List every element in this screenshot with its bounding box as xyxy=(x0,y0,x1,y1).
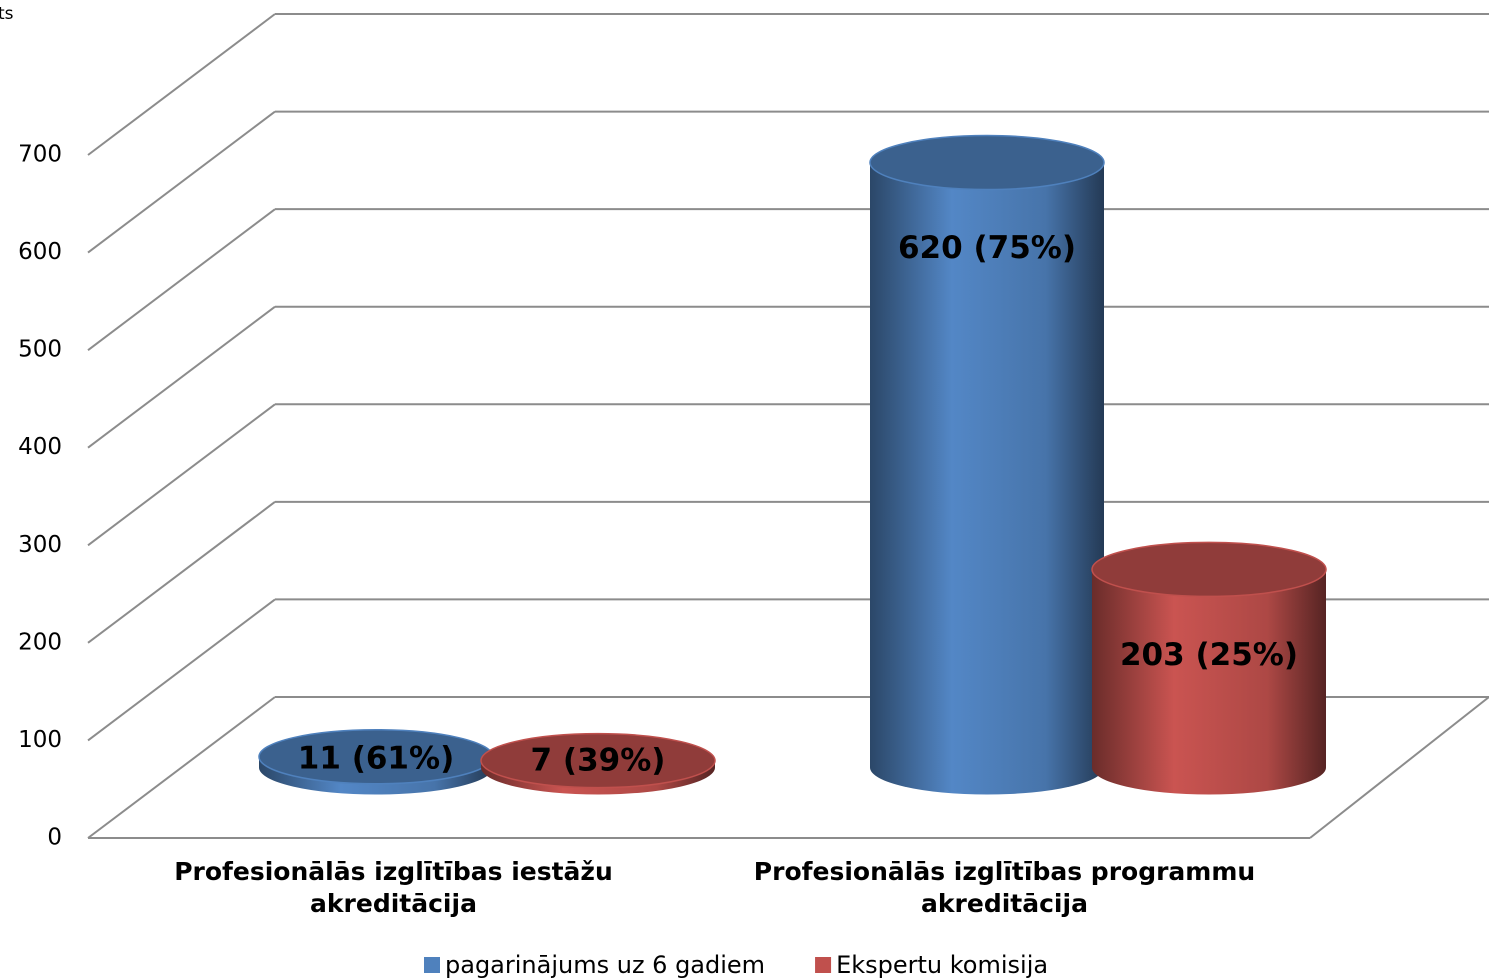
data-label: 7 (39%) xyxy=(531,743,666,779)
y-tick-label: 400 xyxy=(18,434,62,460)
cylinder-top xyxy=(1091,541,1327,598)
legend-label: pagarinājums uz 6 gadiem xyxy=(445,951,765,979)
x-tick-label: Profesionālās izglītības iestāžu akredit… xyxy=(174,857,613,918)
data-label: 620 (75%) xyxy=(898,230,1076,266)
y-tick-label: 600 xyxy=(18,239,62,265)
y-axis-label: ts xyxy=(0,4,14,24)
grid-line xyxy=(87,208,276,351)
x-tick-label: Profesionālās izglītības programmu akred… xyxy=(753,857,1256,918)
y-tick-label: 300 xyxy=(18,532,62,558)
y-tick-label: 700 xyxy=(18,142,62,168)
cylinder-top xyxy=(480,732,716,789)
grid-line xyxy=(87,598,276,742)
floor-edge xyxy=(1309,696,1489,839)
grid-line xyxy=(87,13,276,156)
grid-line xyxy=(87,403,276,547)
grid-line xyxy=(87,110,276,254)
legend-swatch xyxy=(424,957,440,973)
y-tick-label: 100 xyxy=(18,727,62,753)
data-label: 11 (61%) xyxy=(298,741,454,777)
data-label: 203 (25%) xyxy=(1120,637,1298,673)
grid-line xyxy=(87,501,276,644)
legend-label: Ekspertu komisija xyxy=(836,951,1048,979)
cylinder-body xyxy=(870,162,1104,795)
y-tick-label: 500 xyxy=(18,337,62,363)
y-tick-label: 0 xyxy=(47,825,62,851)
grid-line xyxy=(87,696,276,839)
cylinder-body xyxy=(1092,569,1326,795)
legend-swatch xyxy=(815,957,832,973)
cylinder-top xyxy=(869,134,1105,191)
grid-line xyxy=(87,305,276,449)
y-tick-label: 200 xyxy=(18,629,62,655)
